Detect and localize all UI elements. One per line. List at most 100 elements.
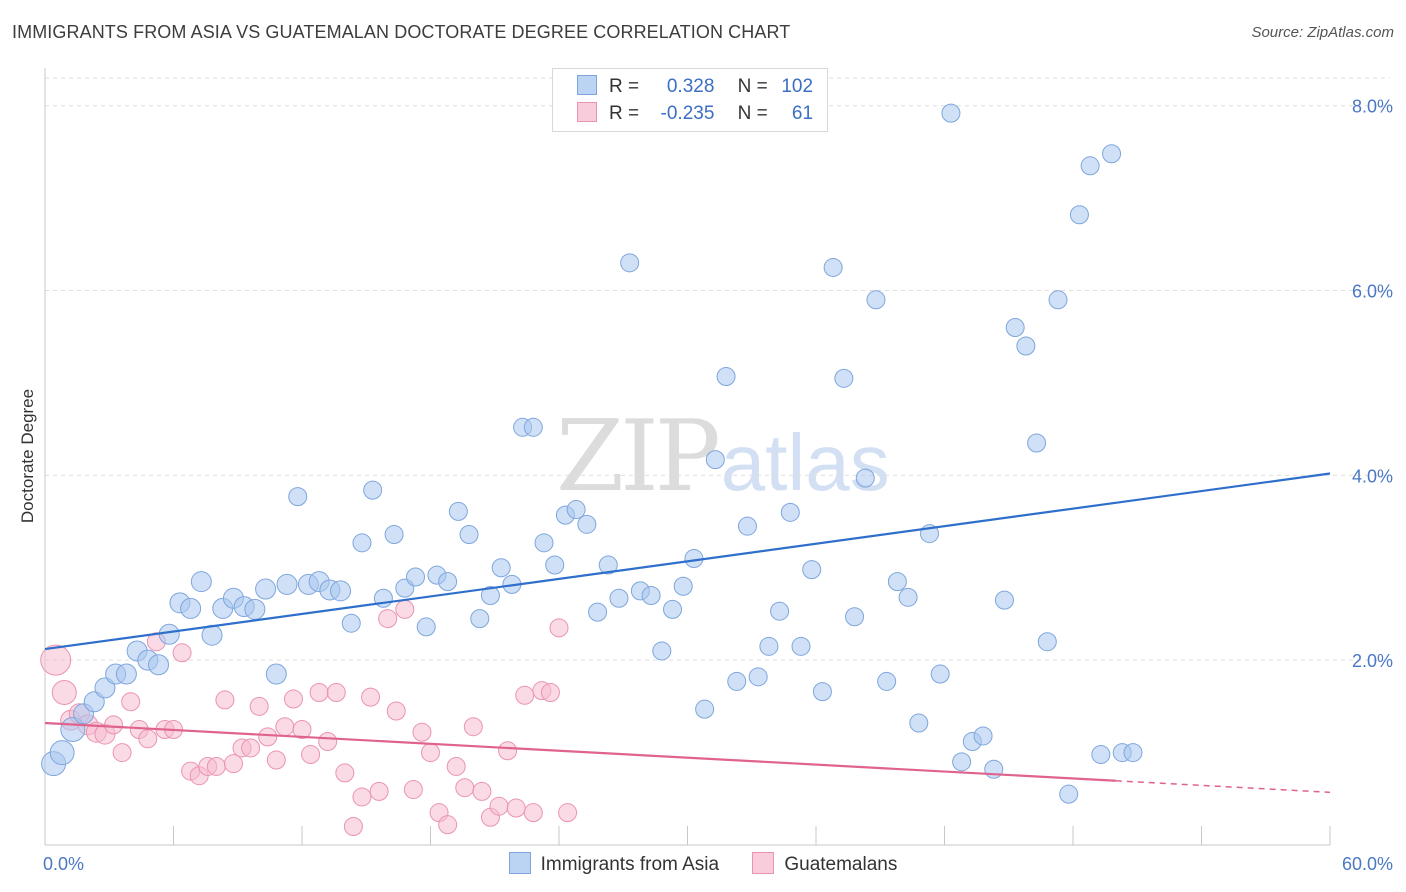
- guatemalans-point: [540, 683, 560, 703]
- r-label: R =: [609, 76, 640, 97]
- guatemalans-swatch: [577, 102, 597, 122]
- asia-point: [1016, 336, 1036, 356]
- n-value-asia: 102: [781, 76, 814, 97]
- legend-row-guatemalans: R = -0.235 N = 61: [577, 102, 813, 126]
- asia-point: [1005, 318, 1025, 338]
- asia-point: [341, 613, 361, 633]
- guatemalans-point: [558, 803, 578, 823]
- guatemalans-point: [343, 817, 363, 837]
- guatemalans-point: [506, 798, 526, 818]
- guatemalans-trend-extension: [1115, 780, 1331, 794]
- asia-point: [652, 641, 672, 661]
- guatemalans-points: [40, 599, 578, 837]
- source-credit: Source: ZipAtlas.com: [1251, 24, 1394, 41]
- asia-point: [523, 417, 543, 437]
- asia-point: [330, 580, 352, 602]
- asia-point: [577, 514, 597, 534]
- asia-point: [791, 636, 811, 656]
- asia-point: [759, 636, 779, 656]
- asia-point: [1059, 784, 1079, 804]
- asia-point: [909, 713, 929, 733]
- guatemalans-point: [309, 683, 329, 703]
- asia-point: [265, 663, 287, 685]
- guatemalans-point: [275, 717, 295, 737]
- legend-label-guatemalans: Guatemalans: [784, 854, 898, 875]
- guatemalans-point: [446, 756, 466, 776]
- asia-point: [855, 468, 875, 488]
- r-value-guatemalans: -0.235: [660, 103, 715, 124]
- asia-point: [1069, 205, 1089, 225]
- guatemalans-point: [40, 644, 72, 676]
- asia-point: [480, 585, 500, 605]
- asia-point: [609, 588, 629, 608]
- guatemalans-point: [549, 618, 569, 638]
- asia-point: [1027, 433, 1047, 453]
- asia-point: [887, 572, 907, 592]
- asia-point: [973, 726, 993, 746]
- chart-title: IMMIGRANTS FROM ASIA VS GUATEMALAN DOCTO…: [12, 22, 791, 42]
- n-label: N =: [737, 76, 768, 97]
- asia-point: [545, 555, 565, 575]
- guatemalans-point: [292, 719, 312, 739]
- guatemalans-swatch: [752, 852, 775, 874]
- asia-point: [673, 576, 693, 596]
- guatemalans-point: [395, 599, 415, 619]
- asia-points: [41, 103, 1143, 804]
- guatemalans-point: [258, 727, 278, 747]
- asia-point: [49, 740, 75, 766]
- guatemalans-point: [421, 743, 440, 763]
- guatemalans-point: [121, 692, 141, 712]
- asia-point: [994, 590, 1014, 610]
- asia-point: [470, 609, 490, 629]
- guatemalans-point: [438, 815, 458, 835]
- guatemalans-point: [361, 687, 381, 707]
- y-tick-label: 2.0%: [1352, 651, 1393, 671]
- asia-point: [83, 691, 105, 713]
- asia-point: [737, 516, 757, 536]
- asia-point: [748, 667, 768, 687]
- guatemalans-point: [241, 738, 261, 758]
- n-value-guatemalans: 61: [791, 103, 814, 124]
- asia-point: [1102, 144, 1122, 164]
- asia-point: [663, 599, 683, 619]
- guatemalans-point: [489, 796, 509, 816]
- asia-point: [641, 585, 661, 605]
- asia-point: [158, 623, 180, 645]
- asia-point: [244, 598, 266, 620]
- guatemalans-point: [112, 743, 132, 763]
- asia-point: [180, 597, 202, 619]
- guatemalans-point: [249, 696, 269, 716]
- asia-point: [845, 607, 865, 627]
- guatemalans-point: [523, 803, 543, 823]
- guatemalans-point: [172, 643, 192, 663]
- guatemalans-point: [515, 685, 535, 705]
- asia-point: [823, 257, 843, 277]
- guatemalans-point: [138, 729, 158, 749]
- asia-point: [588, 602, 608, 622]
- asia-point: [448, 501, 468, 521]
- asia-point: [705, 450, 725, 470]
- asia-point: [190, 571, 212, 593]
- asia-point: [780, 502, 800, 522]
- asia-point: [952, 752, 972, 772]
- legend-item-asia: Immigrants from Asia: [508, 852, 719, 876]
- legend-item-guatemalans: Guatemalans: [752, 852, 897, 876]
- y-tick-label: 6.0%: [1352, 282, 1393, 302]
- guatemalans-point: [318, 732, 338, 752]
- asia-point: [1080, 156, 1100, 176]
- asia-point: [1048, 290, 1068, 310]
- guatemalans-point: [335, 763, 355, 783]
- guatemalans-point: [403, 780, 423, 800]
- guatemalans-point: [104, 715, 124, 735]
- asia-point: [1091, 744, 1111, 764]
- asia-point: [834, 368, 854, 388]
- asia-point: [941, 103, 961, 123]
- guatemalans-point: [352, 787, 372, 807]
- asia-point: [566, 500, 586, 520]
- asia-point: [1037, 632, 1057, 652]
- asia-point: [802, 560, 822, 580]
- x-tick-label-max: 60.0%: [1342, 854, 1393, 874]
- r-label: R =: [609, 103, 640, 124]
- stats-legend: R = 0.328 N = 102 R = -0.235 N = 61: [552, 68, 828, 132]
